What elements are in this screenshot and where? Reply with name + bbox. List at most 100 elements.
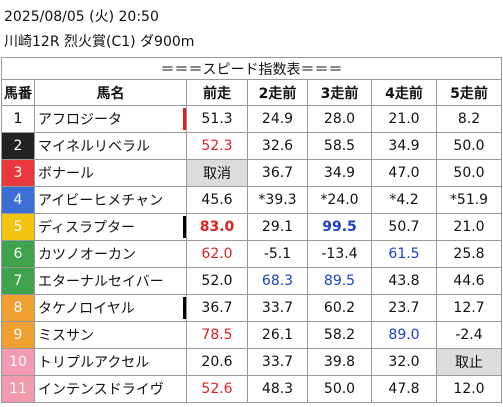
speed-index: 34.9 [371,132,437,160]
row: 10 トリプルアクセル 20.6 33.7 39.8 32.0 取止 [1,348,503,376]
marker-bar [183,108,186,130]
row: 11 インテンスドライヴ 52.6 48.3 50.0 47.8 12.0 [1,375,503,403]
marker-bar [183,297,186,319]
speed-index: 39.8 [307,348,372,376]
speed-index: 33.7 [247,294,308,322]
speed-index: 23.7 [371,294,437,322]
row: 1 アフロジータ 51.3 24.9 28.0 21.0 8.2 [1,105,503,133]
speed-index: 68.3 [247,267,308,295]
horse-number: 9 [1,321,35,349]
row: 5 ディスラプター 83.0 29.1 99.5 50.7 21.0 [1,213,503,241]
speed-index: 47.0 [371,159,437,187]
column-header: 2走前 [247,79,308,106]
speed-index: 45.6 [186,186,248,214]
speed-index: 48.3 [247,375,308,403]
speed-index: 50.0 [307,375,372,403]
horse-number: 5 [1,213,35,241]
horse-number: 10 [1,348,35,376]
horse-number: 7 [1,267,35,295]
horse-number: 2 [1,132,35,160]
speed-index: 44.6 [435,267,503,295]
horse-number: 1 [1,105,35,133]
speed-index: 60.2 [307,294,372,322]
horse-number: 4 [1,186,35,214]
speed-index: 61.5 [371,240,437,268]
speed-index: *39.3 [247,186,308,214]
speed-index: 21.0 [435,213,503,241]
horse-number: 6 [1,240,35,268]
speed-index: 50.0 [435,159,503,187]
speed-index: *51.9 [435,186,503,214]
row: 6 カツノオーカン 62.0 -5.1 -13.4 61.5 25.8 [1,240,503,268]
column-header: 5走前 [435,79,503,106]
horse-name: エターナルセイバー [34,267,187,295]
speed-index: 32.6 [247,132,308,160]
speed-table: ＝＝＝スピード指数表＝＝＝ 馬番 馬名 前走 2走前 3走前 4走前 5走前 1 アフロジータ… [0,57,503,403]
horse-name: トリプルアクセル [34,348,187,376]
horse-number: 8 [1,294,35,322]
column-header: 3走前 [307,79,372,106]
speed-index: 50.7 [371,213,437,241]
speed-index: 99.5 [307,213,372,241]
horse-name: タケノロイヤル [34,294,187,322]
horse-number: 11 [1,375,35,403]
date: 2025/08/05 (火) 20:50 [4,9,159,25]
speed-index: 取止 [435,348,503,376]
speed-index: 89.0 [371,321,437,349]
row: 3 ボナール 取消 36.7 34.9 47.0 50.0 [1,159,503,187]
speed-index: 24.9 [247,105,308,133]
speed-index: 50.0 [435,132,503,160]
row: 9 ミスサン 78.5 26.1 58.2 89.0 -2.4 [1,321,503,349]
speed-index: 89.5 [307,267,372,295]
horse-name: アフロジータ [34,105,187,133]
row: 2 マイネルリベラル 52.3 32.6 58.5 34.9 50.0 [1,132,503,160]
speed-index: 52.0 [186,267,248,295]
speed-index: 8.2 [435,105,503,133]
speed-index: 33.7 [247,348,308,376]
row: 8 タケノロイヤル 36.7 33.7 60.2 23.7 12.7 [1,294,503,322]
speed-index: 26.1 [247,321,308,349]
speed-index: -13.4 [307,240,372,268]
horse-name: マイネルリベラル [34,132,187,160]
speed-index: 取消 [186,159,248,187]
speed-index: 83.0 [186,213,248,241]
speed-index: -2.4 [435,321,503,349]
horse-name: ボナール [34,159,187,187]
speed-index: 52.3 [186,132,248,160]
speed-index: 47.8 [371,375,437,403]
horse-name: カツノオーカン [34,240,187,268]
speed-index: 34.9 [307,159,372,187]
speed-index: 52.6 [186,375,248,403]
horse-name: ディスラプター [34,213,187,241]
speed-index: 12.7 [435,294,503,322]
marker-bar [183,216,186,238]
horse-name: アイビーヒメチャン [34,186,187,214]
speed-index: 28.0 [307,105,372,133]
column-header: 馬番 [1,79,35,106]
speed-index: 51.3 [186,105,248,133]
horse-number: 3 [1,159,35,187]
speed-index: -5.1 [247,240,308,268]
column-header: 前走 [186,79,248,106]
speed-index: *4.2 [371,186,437,214]
table-title: ＝＝＝スピード指数表＝＝＝ [0,57,503,80]
speed-index: 58.2 [307,321,372,349]
speed-index: 32.0 [371,348,437,376]
horse-name: ミスサン [34,321,187,349]
speed-index: 78.5 [186,321,248,349]
speed-index: 25.8 [435,240,503,268]
race-info: 川崎12R 烈火賞(C1) ダ900m [4,34,195,50]
row: 7 エターナルセイバー 52.0 68.3 89.5 43.8 44.6 [1,267,503,295]
speed-index: 29.1 [247,213,308,241]
speed-index: 36.7 [247,159,308,187]
speed-index: 21.0 [371,105,437,133]
speed-index: 58.5 [307,132,372,160]
horse-name: インテンスドライヴ [34,375,187,403]
column-header: 4走前 [371,79,437,106]
row: 4 アイビーヒメチャン 45.6 *39.3 *24.0 *4.2 *51.9 [1,186,503,214]
speed-index: 36.7 [186,294,248,322]
speed-index: 43.8 [371,267,437,295]
speed-index: *24.0 [307,186,372,214]
speed-index: 20.6 [186,348,248,376]
